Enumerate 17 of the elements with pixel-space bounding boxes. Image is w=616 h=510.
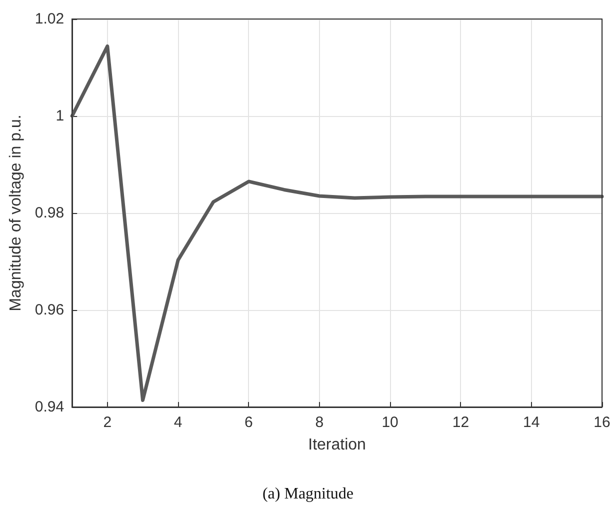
y-tick-label: 0.96 [34,302,64,318]
x-tick-label: 14 [523,414,540,431]
x-axis-title: Iteration [308,436,366,454]
x-tick-label: 2 [103,414,112,431]
text: (a) Magnitude [262,486,354,502]
x-tick-label: 6 [244,414,253,431]
x-tick-label: 8 [315,414,324,431]
x-tick-label: 16 [594,414,610,431]
y-tick-label: 0.94 [34,398,64,416]
line-series [70,44,604,402]
y-tick-label: 0.98 [34,204,64,222]
y-axis-title: Magnitude of voltage in p.u. [8,114,24,312]
x-tick-label: 12 [452,414,470,431]
x-tick-label: 10 [382,414,398,431]
x-tick-label: 4 [174,414,182,431]
y-tick-label: 1 [56,108,64,124]
y-tick-label: 1.02 [34,10,64,28]
